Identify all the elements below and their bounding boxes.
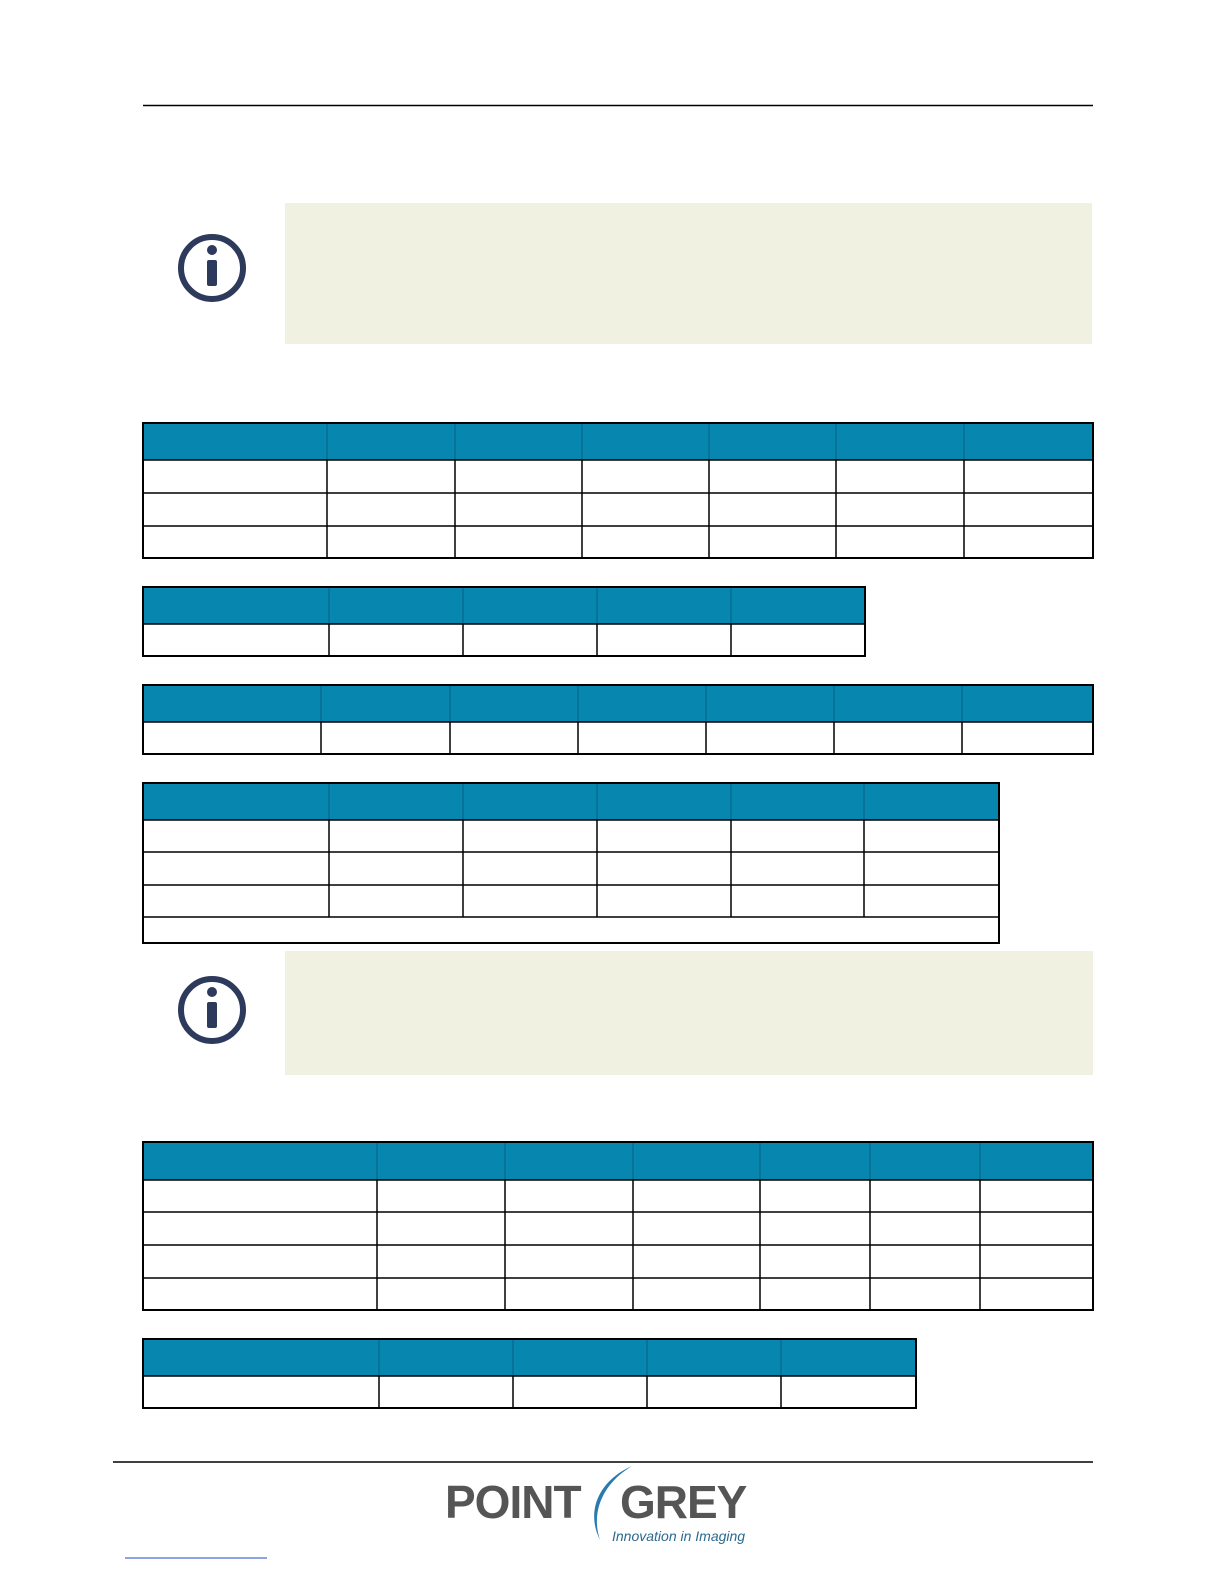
table-border [142,422,1094,559]
table-header [143,685,1093,722]
table-border [142,1141,1094,1311]
table-header [143,587,865,624]
note-box [285,951,1093,1075]
info-icon [178,234,246,302]
tables [142,422,1094,1409]
table-border [142,684,1094,755]
info-icon [178,976,246,1044]
table-header [143,1142,1093,1180]
logo: POINT GREY Innovation in Imaging [445,1466,748,1544]
logo-right: GREY [620,1476,747,1528]
logo-left: POINT [445,1476,581,1528]
table-header [143,783,999,820]
logo-swoosh [594,1466,632,1540]
note-box [285,203,1092,344]
table-border [142,782,1000,944]
table-border [142,1338,917,1409]
logo-tagline: Innovation in Imaging [612,1528,745,1544]
table-header [143,1339,916,1376]
table-border [142,586,866,657]
table-header [143,423,1093,460]
